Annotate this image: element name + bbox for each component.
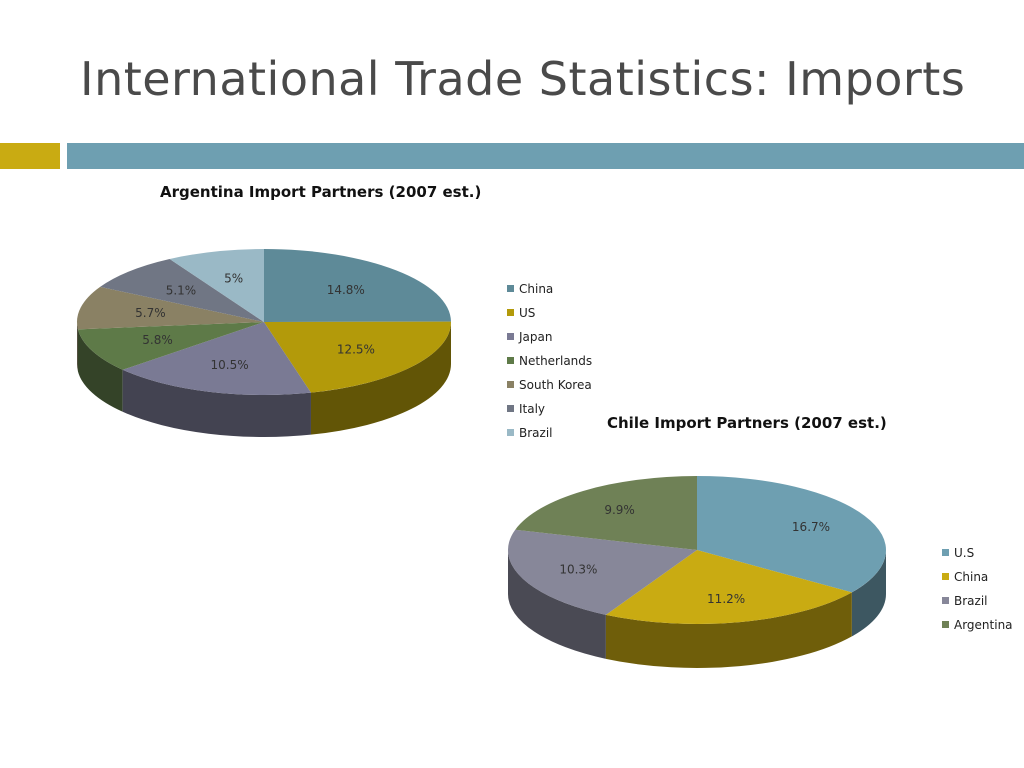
slice-us xyxy=(264,321,451,393)
slice-side-netherlands xyxy=(77,329,123,412)
slice-south-korea xyxy=(76,286,264,330)
data-label-netherlands: 5.8% xyxy=(142,333,173,347)
legend-swatch-china xyxy=(942,573,949,580)
data-label-south-korea: 5.7% xyxy=(135,306,166,320)
accent-bar-steel xyxy=(67,143,1024,169)
slice-side-china xyxy=(605,592,852,669)
legend-label-us: US xyxy=(519,306,535,320)
slice-side-south-korea xyxy=(77,322,78,372)
slice-u-s xyxy=(697,476,886,593)
legend-swatch-netherlands xyxy=(507,357,514,364)
data-label-brazil: 5% xyxy=(224,271,243,285)
legend-swatch-brazil xyxy=(507,429,514,436)
legend-label-argentina: Argentina xyxy=(954,618,1013,632)
data-label-china: 14.8% xyxy=(327,283,365,297)
chile-pie-chart: 16.7% 11.2% 10.3% 9.9% U.S China Brazil Argenti… xyxy=(507,476,1013,669)
argentina-pie-chart: 14.8% 12.5% 10.5% 5.8% 5.7%5.1% 5% China US Japa… xyxy=(76,249,592,440)
legend-label-brazil: Brazil xyxy=(954,594,988,608)
slice-side-u-s xyxy=(851,550,887,637)
slice-brazil xyxy=(169,249,264,322)
slice-italy xyxy=(100,258,264,322)
slice-argentina xyxy=(515,476,697,550)
legend-swatch-argentina xyxy=(942,621,949,628)
slice-side-us xyxy=(310,322,452,435)
legend-swatch-south-korea xyxy=(507,381,514,388)
data-label-italy: 5.1% xyxy=(166,283,197,297)
legend-swatch-china xyxy=(507,285,514,292)
data-label-brazil: 10.3% xyxy=(559,562,597,576)
legend-swatch-u-s xyxy=(942,549,949,556)
legend-label-china: China xyxy=(519,282,553,296)
slice-china xyxy=(605,550,852,625)
data-label-us: 12.5% xyxy=(337,343,375,357)
slide-title: International Trade Statistics: Imports xyxy=(80,52,966,106)
accent-bar-gold xyxy=(0,143,60,169)
legend-swatch-brazil xyxy=(942,597,949,604)
data-label-japan: 10.5% xyxy=(211,358,249,372)
legend-swatch-japan xyxy=(507,333,514,340)
legend-label-netherlands: Netherlands xyxy=(519,354,592,368)
legend-swatch-italy xyxy=(507,405,514,412)
legend-label-u-s: U.S xyxy=(954,546,974,560)
data-label-argentina: 9.9% xyxy=(604,503,635,517)
chile-chart-title: Chile Import Partners (2007 est.) xyxy=(607,414,887,432)
legend-label-italy: Italy xyxy=(519,402,545,416)
legend-label-japan: Japan xyxy=(518,330,552,344)
slice-side-brazil xyxy=(508,550,606,659)
slice-japan xyxy=(122,322,311,395)
argentina-chart-title: Argentina Import Partners (2007 est.) xyxy=(160,183,482,201)
data-label-china: 11.2% xyxy=(707,592,745,606)
slice-china xyxy=(264,249,451,322)
legend-label-china: China xyxy=(954,570,988,584)
slice-netherlands xyxy=(77,322,265,370)
legend-swatch-us xyxy=(507,309,514,316)
slice-side-japan xyxy=(122,369,311,437)
legend-label-south-korea: South Korea xyxy=(519,378,592,392)
slice-brazil xyxy=(507,529,697,615)
legend-label-brazil: Brazil xyxy=(519,426,553,440)
data-label-u-s: 16.7% xyxy=(792,520,830,534)
